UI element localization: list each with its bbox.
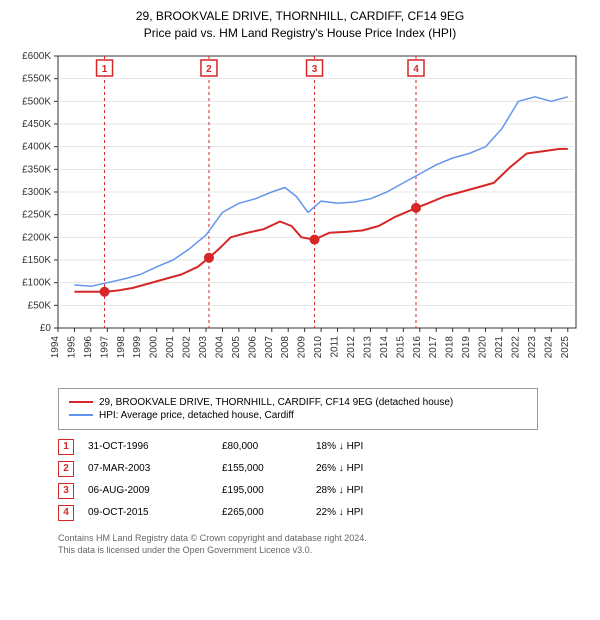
svg-text:3: 3 [312,64,318,75]
svg-text:2001: 2001 [165,335,176,358]
svg-text:1999: 1999 [132,335,143,358]
svg-text:1997: 1997 [99,335,110,358]
sale-diff: 28% ↓ HPI [316,485,396,496]
svg-text:£400K: £400K [22,141,51,152]
svg-text:2022: 2022 [510,335,521,358]
sale-badge: 4 [58,505,74,521]
svg-text:2021: 2021 [494,335,505,358]
svg-text:1994: 1994 [50,335,61,358]
sale-date: 07-MAR-2003 [88,463,208,474]
sale-date: 06-AUG-2009 [88,485,208,496]
sale-row: 3 06-AUG-2009 £195,000 28% ↓ HPI [58,480,582,502]
svg-text:1995: 1995 [66,335,77,358]
sale-date: 31-OCT-1996 [88,441,208,452]
svg-text:2: 2 [206,64,212,75]
sale-price: £265,000 [222,507,302,518]
svg-text:2013: 2013 [362,335,373,358]
footer-line-2: This data is licensed under the Open Gov… [58,544,582,557]
sale-diff: 18% ↓ HPI [316,441,396,452]
svg-text:£250K: £250K [22,209,51,220]
legend-item: 29, BROOKVALE DRIVE, THORNHILL, CARDIFF,… [69,397,527,408]
sale-badge: 2 [58,461,74,477]
svg-text:£200K: £200K [22,232,51,243]
sale-price: £155,000 [222,463,302,474]
svg-text:£500K: £500K [22,96,51,107]
svg-text:2007: 2007 [264,335,275,358]
sale-diff: 26% ↓ HPI [316,463,396,474]
legend-swatch [69,414,93,416]
svg-text:2004: 2004 [214,335,225,358]
svg-text:2024: 2024 [543,335,554,358]
svg-text:2019: 2019 [461,335,472,358]
chart-area: £0 £50K £100K £150K £200K £250K £300K £350K £400… [8,48,592,378]
svg-text:£550K: £550K [22,73,51,84]
legend: 29, BROOKVALE DRIVE, THORNHILL, CARDIFF,… [58,388,538,430]
chart-titles: 29, BROOKVALE DRIVE, THORNHILL, CARDIFF,… [8,8,592,42]
svg-text:2017: 2017 [428,335,439,358]
legend-swatch [69,401,93,403]
sale-price: £195,000 [222,485,302,496]
sale-badge: 1 [58,439,74,455]
svg-text:2014: 2014 [379,335,390,358]
svg-text:1996: 1996 [83,335,94,358]
svg-text:2011: 2011 [330,335,341,357]
sales-table: 1 31-OCT-1996 £80,000 18% ↓ HPI 2 07-MAR-2003… [58,436,582,524]
sale-date: 09-OCT-2015 [88,507,208,518]
svg-text:2012: 2012 [346,335,357,358]
svg-text:2023: 2023 [527,335,538,358]
svg-text:£0: £0 [40,323,52,334]
sale-row: 1 31-OCT-1996 £80,000 18% ↓ HPI [58,436,582,458]
svg-text:£150K: £150K [22,255,51,266]
line-chart: £0 £50K £100K £150K £200K £250K £300K £350K £400… [8,48,588,378]
sale-row: 4 09-OCT-2015 £265,000 22% ↓ HPI [58,502,582,524]
svg-text:£50K: £50K [28,300,52,311]
sale-row: 2 07-MAR-2003 £155,000 26% ↓ HPI [58,458,582,480]
svg-text:1: 1 [102,64,108,75]
svg-text:1998: 1998 [116,335,127,358]
legend-label: HPI: Average price, detached house, Card… [99,410,294,421]
svg-text:2025: 2025 [560,335,571,358]
sale-price: £80,000 [222,441,302,452]
sale-badge: 3 [58,483,74,499]
title-address: 29, BROOKVALE DRIVE, THORNHILL, CARDIFF,… [8,8,592,25]
svg-text:2005: 2005 [231,335,242,358]
svg-text:2003: 2003 [198,335,209,358]
footer-line-1: Contains HM Land Registry data © Crown c… [58,532,582,545]
svg-text:2009: 2009 [297,335,308,358]
svg-text:2002: 2002 [182,335,193,358]
title-subtitle: Price paid vs. HM Land Registry's House … [8,25,592,42]
chart-container: { "title_line1": "29, BROOKVALE DRIVE, T… [0,0,600,569]
legend-item: HPI: Average price, detached house, Card… [69,410,527,421]
svg-text:2016: 2016 [412,335,423,358]
svg-text:£450K: £450K [22,119,51,130]
svg-text:2020: 2020 [478,335,489,358]
svg-text:4: 4 [413,64,419,75]
svg-text:£100K: £100K [22,277,51,288]
svg-text:£300K: £300K [22,187,51,198]
sale-diff: 22% ↓ HPI [316,507,396,518]
svg-text:2008: 2008 [280,335,291,358]
footer-attribution: Contains HM Land Registry data © Crown c… [58,532,582,557]
svg-text:2006: 2006 [247,335,258,358]
svg-text:2000: 2000 [149,335,160,358]
svg-text:2015: 2015 [395,335,406,358]
svg-text:£600K: £600K [22,51,51,62]
svg-text:£350K: £350K [22,164,51,175]
svg-text:2010: 2010 [313,335,324,358]
legend-label: 29, BROOKVALE DRIVE, THORNHILL, CARDIFF,… [99,397,453,408]
svg-text:2018: 2018 [445,335,456,358]
